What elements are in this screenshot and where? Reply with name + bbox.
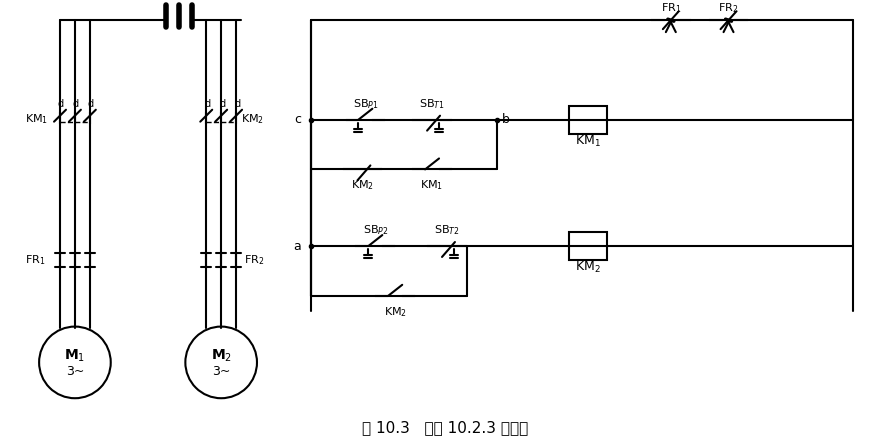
Text: d: d bbox=[73, 99, 79, 109]
Text: 3~: 3~ bbox=[212, 365, 231, 378]
Bar bbox=[570, 232, 607, 260]
Text: FR$_2$: FR$_2$ bbox=[718, 1, 739, 15]
Text: FR$_2$: FR$_2$ bbox=[244, 253, 264, 267]
Text: d: d bbox=[234, 99, 240, 109]
Text: SB$_{T1}$: SB$_{T1}$ bbox=[419, 97, 445, 110]
Text: d: d bbox=[58, 99, 64, 109]
Text: KM$_2$: KM$_2$ bbox=[241, 112, 264, 125]
Text: d: d bbox=[204, 99, 210, 109]
Text: FR$_1$: FR$_1$ bbox=[25, 253, 45, 267]
Text: FR$_1$: FR$_1$ bbox=[660, 1, 681, 15]
Text: KM$_1$: KM$_1$ bbox=[25, 112, 48, 125]
Text: SB$_{P2}$: SB$_{P2}$ bbox=[362, 223, 388, 237]
Bar bbox=[570, 106, 607, 134]
Text: c: c bbox=[294, 113, 301, 126]
Text: M$_1$: M$_1$ bbox=[64, 347, 85, 363]
Text: b: b bbox=[502, 113, 510, 126]
Text: KM$_2$: KM$_2$ bbox=[384, 305, 407, 319]
Text: SB$_{T2}$: SB$_{T2}$ bbox=[434, 223, 460, 237]
Text: a: a bbox=[293, 239, 301, 253]
Text: d: d bbox=[88, 99, 94, 109]
Text: M$_2$: M$_2$ bbox=[211, 347, 231, 363]
Text: SB$_{P1}$: SB$_{P1}$ bbox=[352, 97, 378, 110]
Text: KM$_1$: KM$_1$ bbox=[575, 134, 601, 149]
Text: 图 10.3   习题 10.2.3 的电路: 图 10.3 习题 10.2.3 的电路 bbox=[362, 421, 528, 436]
Text: KM$_2$: KM$_2$ bbox=[576, 260, 601, 275]
Text: 3~: 3~ bbox=[66, 365, 85, 378]
Text: KM$_2$: KM$_2$ bbox=[351, 179, 374, 192]
Text: d: d bbox=[219, 99, 225, 109]
Text: KM$_1$: KM$_1$ bbox=[420, 179, 444, 192]
